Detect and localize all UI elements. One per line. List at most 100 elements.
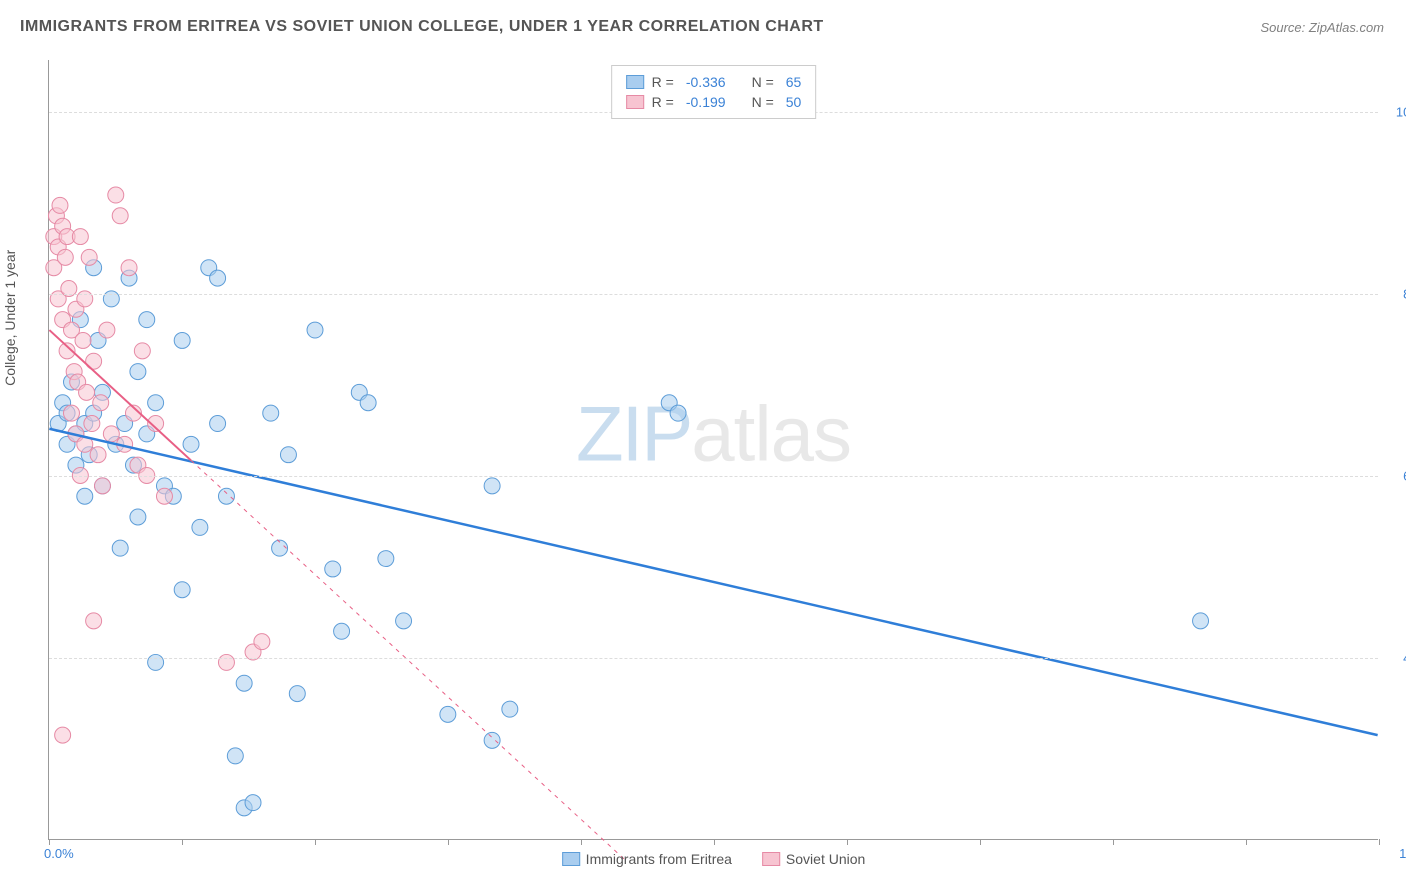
data-point	[64, 405, 80, 421]
x-axis-min-label: 0.0%	[44, 846, 74, 861]
legend-swatch	[762, 852, 780, 866]
data-point	[210, 416, 226, 432]
data-point	[280, 447, 296, 463]
data-point	[183, 436, 199, 452]
x-tick	[1113, 839, 1114, 845]
n-label: N =	[752, 74, 774, 90]
data-point	[156, 488, 172, 504]
chart-title: IMMIGRANTS FROM ERITREA VS SOVIET UNION …	[20, 18, 824, 36]
data-point	[81, 249, 97, 265]
y-axis-label: College, Under 1 year	[2, 250, 18, 386]
n-label: N =	[752, 94, 774, 110]
legend-series-item: Soviet Union	[762, 851, 865, 867]
y-tick-label: 65.0%	[1385, 469, 1406, 484]
correlation-legend: R = -0.336 N = 65 R = -0.199 N = 50	[611, 65, 817, 119]
legend-swatch	[626, 75, 644, 89]
data-point	[484, 732, 500, 748]
data-point	[139, 312, 155, 328]
data-point	[174, 332, 190, 348]
data-point	[148, 395, 164, 411]
n-value: 50	[786, 94, 802, 110]
series-legend: Immigrants from Eritrea Soviet Union	[562, 851, 866, 867]
legend-stat-row: R = -0.199 N = 50	[626, 92, 802, 112]
data-point	[289, 686, 305, 702]
data-point	[360, 395, 376, 411]
data-point	[218, 654, 234, 670]
data-point	[440, 706, 456, 722]
data-point	[86, 613, 102, 629]
chart-container: IMMIGRANTS FROM ERITREA VS SOVIET UNION …	[0, 0, 1406, 892]
chart-svg	[49, 60, 1378, 839]
legend-series-label: Soviet Union	[786, 851, 865, 867]
data-point	[484, 478, 500, 494]
data-point	[396, 613, 412, 629]
data-point	[57, 249, 73, 265]
data-point	[130, 509, 146, 525]
data-point	[236, 675, 252, 691]
data-point	[263, 405, 279, 421]
x-tick	[448, 839, 449, 845]
data-point	[378, 551, 394, 567]
x-tick	[315, 839, 316, 845]
data-point	[93, 395, 109, 411]
data-point	[245, 795, 261, 811]
x-tick	[581, 839, 582, 845]
data-point	[52, 197, 68, 213]
gridline	[49, 476, 1378, 477]
data-point	[112, 208, 128, 224]
r-label: R =	[652, 74, 674, 90]
data-point	[334, 623, 350, 639]
legend-stat-row: R = -0.336 N = 65	[626, 72, 802, 92]
r-value: -0.336	[686, 74, 726, 90]
data-point	[94, 478, 110, 494]
x-tick	[182, 839, 183, 845]
data-point	[90, 447, 106, 463]
data-point	[75, 332, 91, 348]
x-tick	[980, 839, 981, 845]
x-axis-max-label: 15.0%	[1399, 846, 1406, 861]
x-tick	[1246, 839, 1247, 845]
y-tick-label: 47.5%	[1385, 651, 1406, 666]
source-attribution: Source: ZipAtlas.com	[1260, 20, 1384, 35]
r-value: -0.199	[686, 94, 726, 110]
data-point	[174, 582, 190, 598]
data-point	[103, 426, 119, 442]
data-point	[134, 343, 150, 359]
data-point	[1193, 613, 1209, 629]
plot-area: ZIPatlas R =-0.336N =65R =-0.199N =50 Im…	[48, 60, 1378, 840]
n-value: 65	[786, 74, 802, 90]
data-point	[77, 488, 93, 504]
legend-series-item: Immigrants from Eritrea	[562, 851, 732, 867]
gridline	[49, 294, 1378, 295]
data-point	[192, 519, 208, 535]
data-point	[79, 384, 95, 400]
legend-series-label: Immigrants from Eritrea	[586, 851, 732, 867]
data-point	[99, 322, 115, 338]
data-point	[502, 701, 518, 717]
data-point	[130, 364, 146, 380]
x-tick	[1379, 839, 1380, 845]
data-point	[210, 270, 226, 286]
data-point	[254, 634, 270, 650]
data-point	[307, 322, 323, 338]
data-point	[112, 540, 128, 556]
r-label: R =	[652, 94, 674, 110]
data-point	[84, 416, 100, 432]
y-tick-label: 82.5%	[1385, 287, 1406, 302]
data-point	[227, 748, 243, 764]
data-point	[670, 405, 686, 421]
data-point	[325, 561, 341, 577]
data-point	[148, 654, 164, 670]
data-point	[108, 187, 124, 203]
data-point	[72, 229, 88, 245]
gridline	[49, 658, 1378, 659]
x-tick	[49, 839, 50, 845]
data-point	[121, 260, 137, 276]
legend-swatch	[562, 852, 580, 866]
data-point	[55, 727, 71, 743]
data-point	[218, 488, 234, 504]
legend-swatch	[626, 95, 644, 109]
y-tick-label: 100.0%	[1385, 105, 1406, 120]
x-tick	[714, 839, 715, 845]
x-tick	[847, 839, 848, 845]
